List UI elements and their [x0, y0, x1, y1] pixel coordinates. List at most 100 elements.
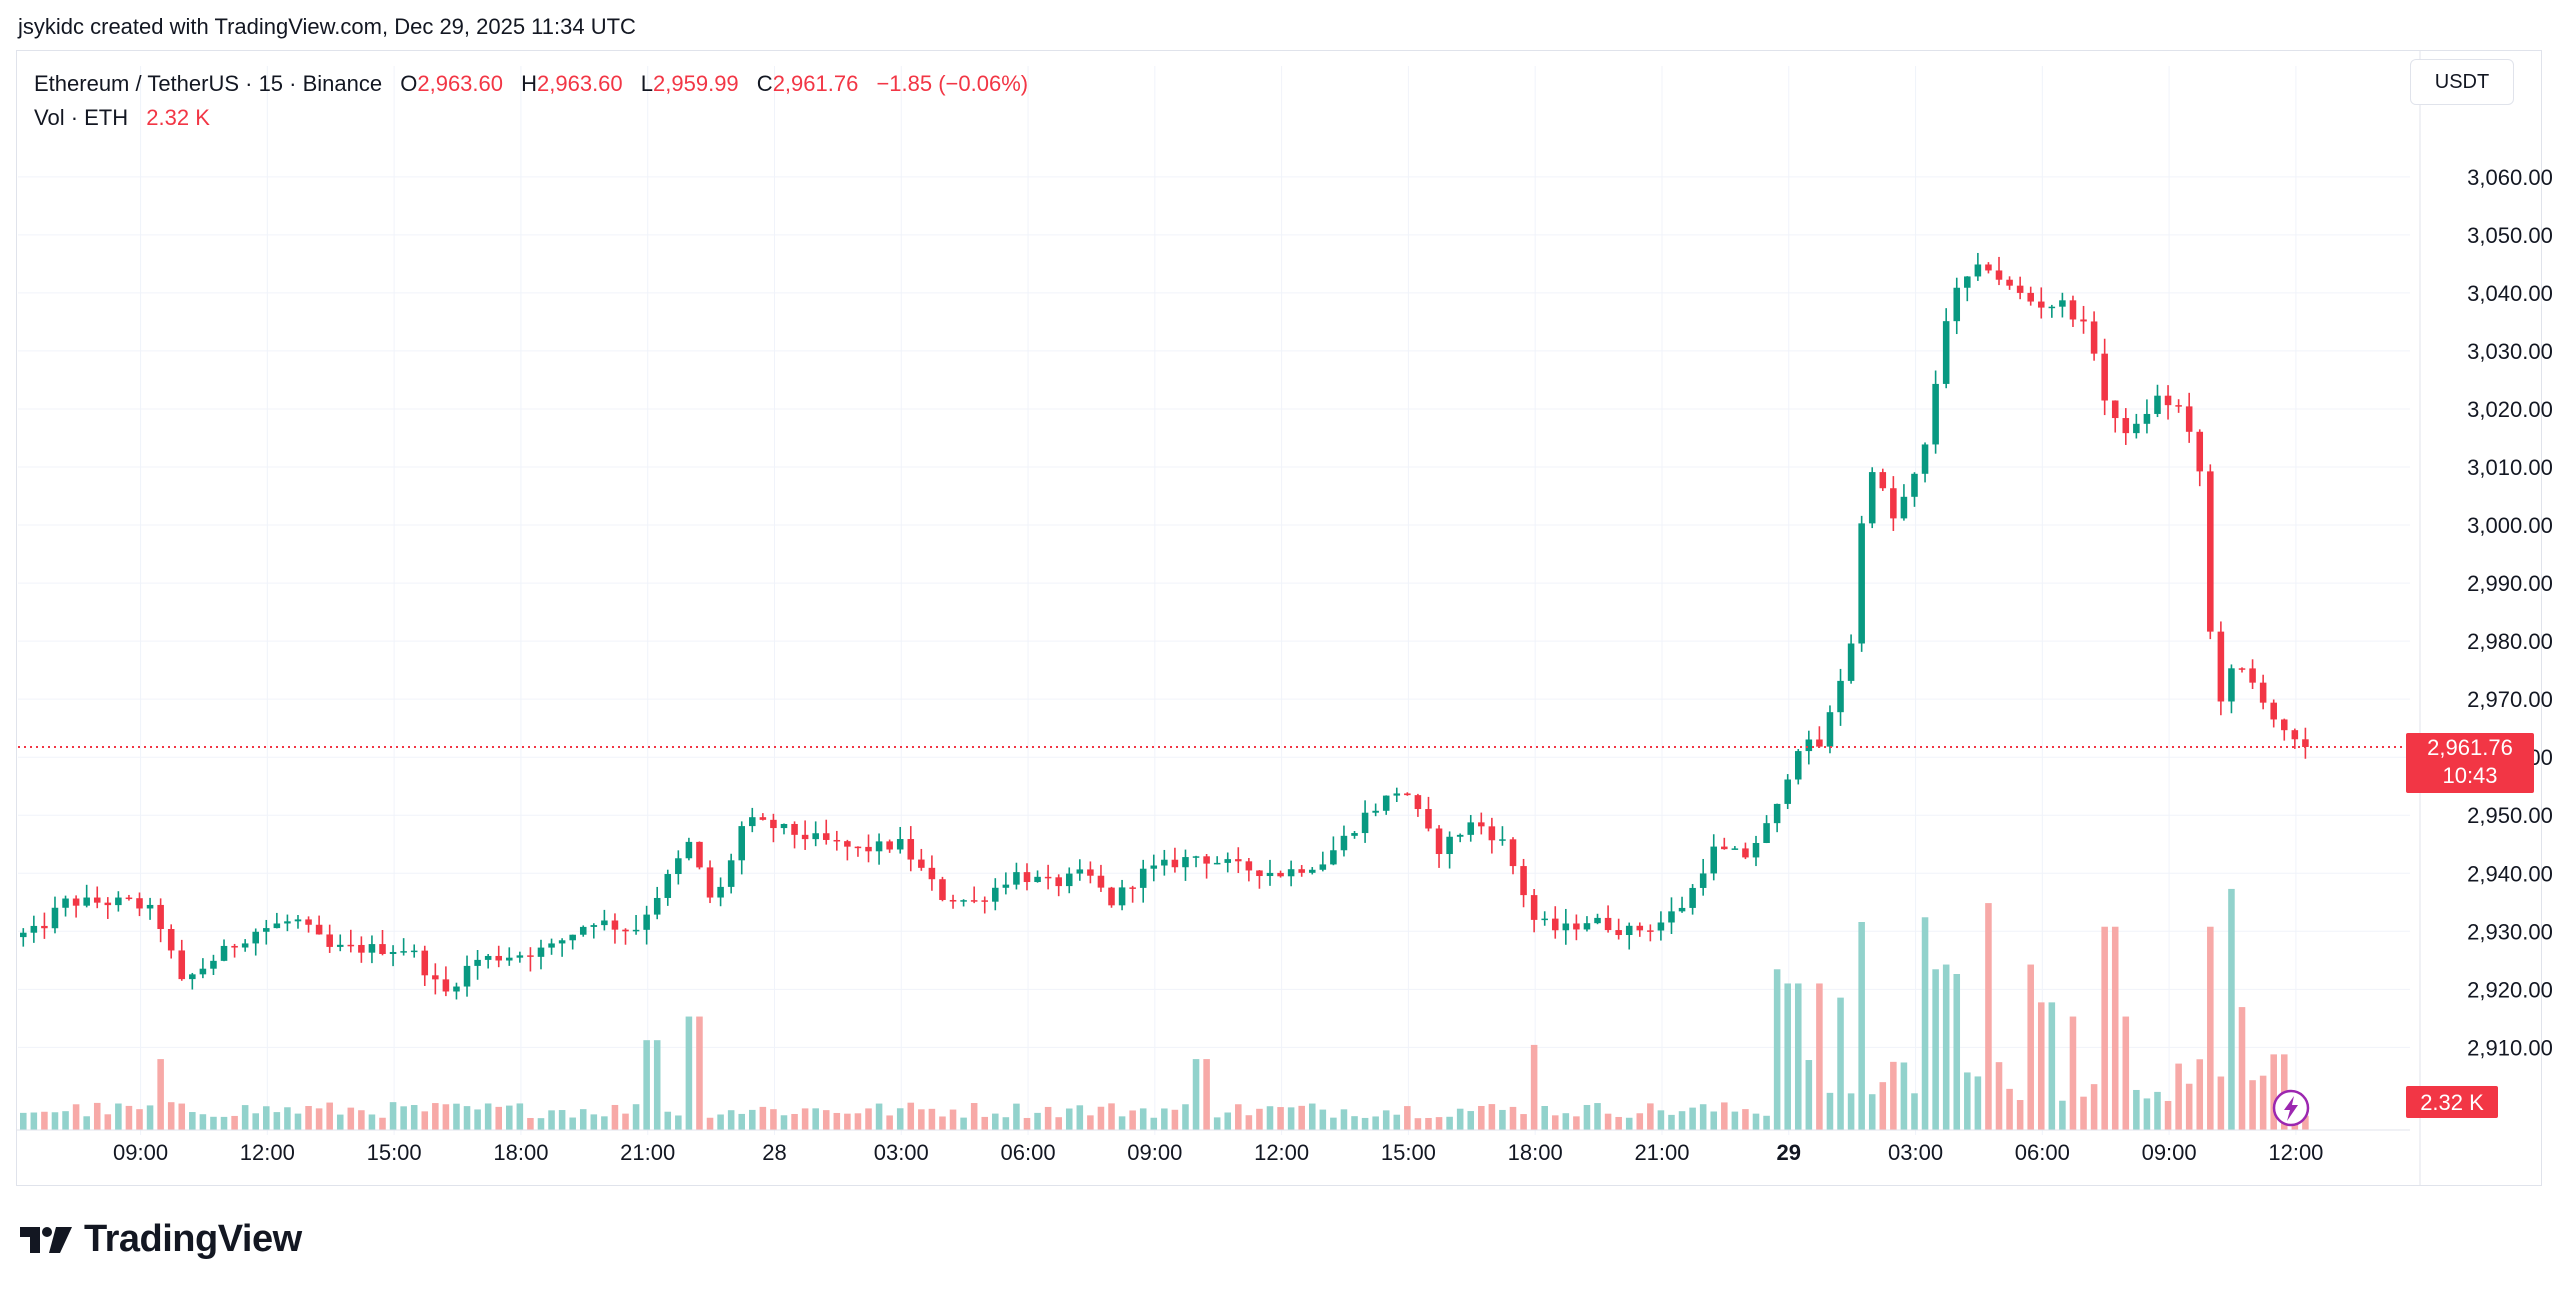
- y-tick-label: 3,040.00: [2467, 281, 2553, 306]
- volume-bar: [1118, 1116, 1126, 1130]
- volume-bar: [759, 1106, 767, 1130]
- volume-bar: [1668, 1114, 1675, 1130]
- volume-bar: [579, 1109, 587, 1130]
- candle-body: [453, 986, 460, 992]
- volume-bar: [1361, 1117, 1369, 1130]
- volume-bar: [1161, 1108, 1168, 1130]
- volume-bar: [970, 1103, 978, 1130]
- volume-bar: [537, 1118, 545, 1130]
- candle-body: [886, 841, 893, 850]
- volume-bar: [72, 1104, 80, 1130]
- volume-bar: [1456, 1108, 1464, 1130]
- volume-bar: [210, 1116, 217, 1130]
- volume-label[interactable]: Vol · ETH: [34, 105, 129, 130]
- symbol-title[interactable]: Ethereum / TetherUS · 15 · Binance: [34, 71, 383, 96]
- candle-body: [706, 867, 714, 898]
- volume-bar: [1742, 1109, 1749, 1130]
- volume-bar: [865, 1108, 872, 1130]
- volume-bar: [854, 1113, 862, 1130]
- change-value: −1.85 (−0.06%): [876, 71, 1029, 96]
- candle-body: [2016, 285, 2024, 293]
- candle-body: [1203, 856, 1210, 864]
- volume-bar: [1647, 1103, 1654, 1130]
- candle-body: [41, 925, 48, 929]
- volume-bar: [1076, 1105, 1084, 1130]
- candle-body: [389, 951, 397, 954]
- brand-name: TradingView: [84, 1218, 302, 1260]
- volume-bar: [1171, 1109, 1179, 1130]
- chart-legend: Ethereum / TetherUS · 15 · Binance O2,96…: [34, 67, 1028, 135]
- volume-bar: [1974, 1076, 1982, 1130]
- volume-bar: [1721, 1102, 1728, 1130]
- candle-body: [1932, 383, 1939, 445]
- volume-bar: [1509, 1106, 1517, 1130]
- candle-body: [601, 920, 608, 926]
- close-label: C: [756, 71, 773, 96]
- volume-bar: [2154, 1091, 2161, 1130]
- volume-bar: [2238, 1007, 2246, 1130]
- candle-body: [1319, 864, 1327, 870]
- volume-bar: [801, 1108, 809, 1130]
- volume-bar: [1319, 1109, 1327, 1130]
- lightning-icon[interactable]: [2272, 1089, 2310, 1127]
- volume-bar: [2111, 926, 2119, 1130]
- candle-body: [241, 943, 249, 948]
- volume-bar: [907, 1102, 915, 1130]
- volume-bar: [1752, 1113, 1760, 1130]
- volume-bar: [1034, 1112, 1041, 1130]
- volume-bar: [727, 1110, 735, 1130]
- volume-bar: [1689, 1107, 1696, 1130]
- volume-bar: [2037, 1002, 2045, 1130]
- candle-body: [1615, 930, 1622, 936]
- candle-body: [548, 943, 555, 948]
- candle-body: [1372, 810, 1379, 813]
- candle-body: [727, 860, 735, 887]
- volume-bar: [1763, 1115, 1770, 1130]
- candle-body: [749, 817, 756, 827]
- brand-logo[interactable]: TradingView: [20, 1218, 302, 1261]
- candle-body: [1699, 873, 1707, 888]
- candle-body: [611, 920, 619, 930]
- volume-bar: [1372, 1116, 1379, 1130]
- candle-body: [569, 934, 576, 941]
- volume-bar: [1478, 1105, 1485, 1130]
- candle-body: [1879, 472, 1887, 489]
- candle-body: [1911, 473, 1918, 497]
- volume-bar: [1499, 1109, 1506, 1130]
- x-tick-label: 06:00: [1001, 1140, 1056, 1165]
- candle-body: [981, 900, 989, 902]
- x-tick-label: 29: [1777, 1140, 1801, 1165]
- candle-body: [1044, 876, 1052, 879]
- volume-bar: [928, 1108, 936, 1130]
- volume-bar: [1837, 997, 1844, 1130]
- volume-bar: [347, 1107, 355, 1130]
- volume-bar: [939, 1116, 946, 1130]
- open-label: O: [400, 71, 418, 96]
- candle-body: [1953, 287, 1961, 322]
- volume-bar: [1731, 1111, 1739, 1130]
- currency-button[interactable]: USDT: [2410, 59, 2514, 105]
- candle-body: [263, 928, 270, 932]
- volume-bar: [432, 1103, 439, 1130]
- y-tick-label: 2,990.00: [2467, 571, 2553, 596]
- volume-bar: [336, 1114, 344, 1130]
- candle-body: [506, 957, 513, 961]
- candle-body: [326, 934, 333, 947]
- volume-bar: [601, 1116, 608, 1130]
- candle-body: [1985, 264, 1992, 271]
- candle-body: [970, 900, 978, 902]
- x-tick-label: 15:00: [367, 1140, 422, 1165]
- candle-body: [1192, 856, 1200, 858]
- volume-bar: [241, 1105, 249, 1130]
- volume-bar: [453, 1103, 460, 1130]
- candle-body: [2238, 668, 2246, 670]
- candle-body: [1298, 869, 1305, 873]
- y-tick-label: 2,970.00: [2467, 687, 2553, 712]
- candle-body: [1763, 823, 1770, 843]
- candle-body: [1499, 839, 1506, 841]
- y-tick-label: 2,940.00: [2467, 861, 2553, 886]
- candle-body: [231, 945, 238, 948]
- candle-body: [2080, 319, 2087, 322]
- volume-bar: [1256, 1108, 1263, 1130]
